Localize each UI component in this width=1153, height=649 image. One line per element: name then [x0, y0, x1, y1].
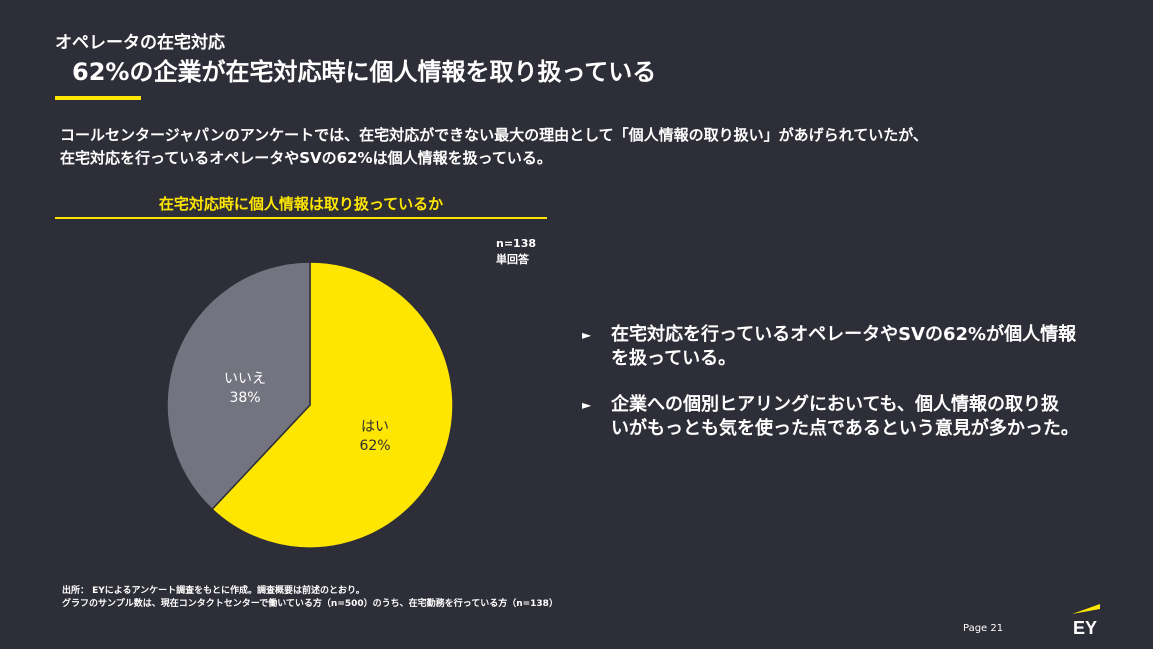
slice-label-no: いいえ 38% — [205, 370, 285, 408]
source-footnote: 出所： EYによるアンケート調査をもとに作成。調査概要は前述のとおり。 グラフの… — [62, 585, 558, 611]
intro-text: コールセンタージャパンのアンケートでは、在宅対応ができない最大の理由として「個人… — [60, 124, 1120, 170]
slice-label-no-value: 38% — [229, 390, 261, 406]
pie-slice-yes — [211, 262, 454, 549]
slice-label-no-text: いいえ — [224, 371, 266, 387]
chart-title: 在宅対応時に個人情報は取り扱っているか — [158, 195, 444, 213]
finding-2-line-1: 企業への個別ヒアリングにおいても、個人情報の取り扱 — [611, 394, 1060, 415]
title-accent-bar — [55, 96, 141, 100]
key-findings: ► 在宅対応を行っているオペレータやSVの62%が個人情報 を扱っている。 ► … — [578, 323, 1138, 463]
chart-title-underline — [55, 217, 547, 219]
finding-1-line-2: を扱っている。 — [611, 348, 737, 369]
finding-item: ► 在宅対応を行っているオペレータやSVの62%が個人情報 を扱っている。 — [578, 323, 1138, 371]
finding-item: ► 企業への個別ヒアリングにおいても、個人情報の取り扱 いがもっとも気を使った点… — [578, 393, 1138, 441]
sample-size: n=138 — [496, 237, 537, 250]
slice-label-yes-text: はい — [361, 419, 389, 435]
ey-logo: EY — [1072, 604, 1100, 638]
sample-note: n=138 単回答 — [496, 236, 536, 268]
page-title: 62%の企業が在宅対応時に個人情報を取り扱っている — [72, 58, 657, 86]
pie-chart — [166, 262, 454, 549]
pie-slice-no — [166, 262, 311, 511]
slice-label-yes-value: 62% — [359, 438, 391, 454]
finding-2-line-2: いがもっとも気を使った点であるという意見が多かった。 — [611, 418, 1079, 439]
footnote-line-2: グラフのサンプル数は、現在コンタクトセンターで働いている方（n=500）のうち、… — [62, 599, 558, 609]
triangle-bullet-icon: ► — [582, 328, 592, 342]
page-number: Page 21 — [963, 623, 1004, 634]
footnote-line-1: 出所： EYによるアンケート調査をもとに作成。調査概要は前述のとおり。 — [62, 586, 365, 596]
slice-label-yes: はい 62% — [340, 418, 410, 456]
section-kicker: オペレータの在宅対応 — [55, 33, 225, 53]
triangle-bullet-icon: ► — [582, 398, 592, 412]
ey-logo-text: EY — [1073, 618, 1097, 638]
intro-line-1: コールセンタージャパンのアンケートでは、在宅対応ができない最大の理由として「個人… — [60, 126, 928, 144]
finding-1-line-1: 在宅対応を行っているオペレータやSVの62%が個人情報 — [611, 324, 1077, 345]
answer-type: 単回答 — [496, 253, 529, 266]
intro-line-2: 在宅対応を行っているオペレータやSVの62%は個人情報を扱っている。 — [60, 149, 552, 167]
